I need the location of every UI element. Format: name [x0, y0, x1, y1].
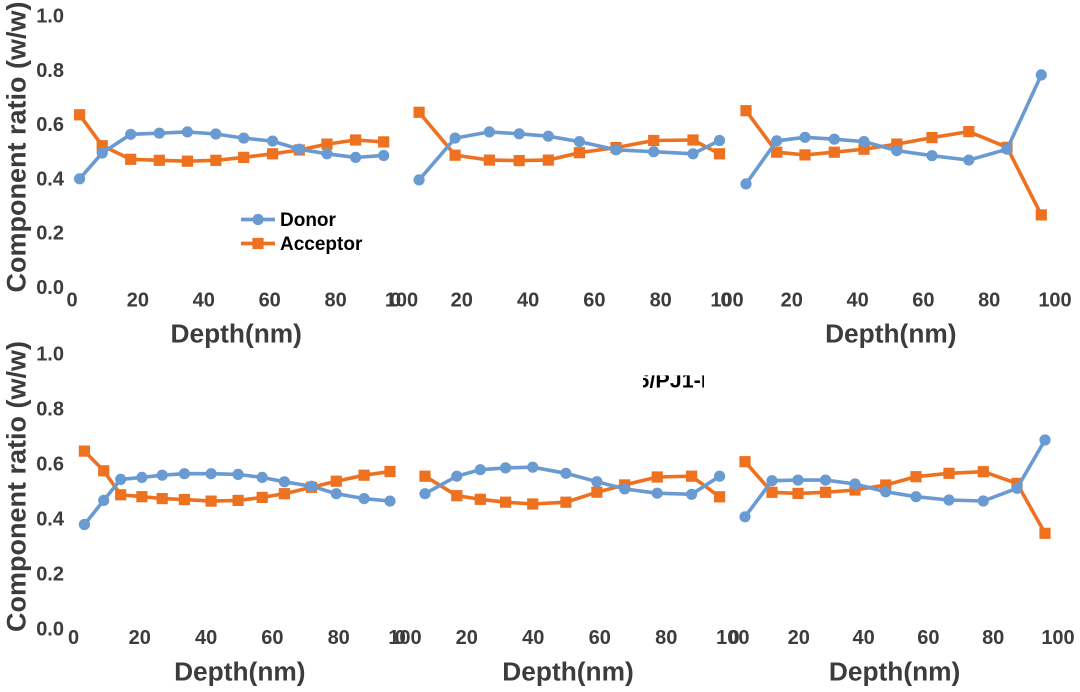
svg-text:60: 60 — [261, 627, 283, 649]
svg-text:80: 80 — [324, 289, 346, 311]
svg-text:0.6: 0.6 — [36, 453, 64, 475]
svg-text:20: 20 — [127, 289, 149, 311]
svg-text:20: 20 — [781, 289, 803, 311]
svg-text:0.4: 0.4 — [36, 168, 65, 190]
svg-text:0: 0 — [390, 289, 401, 311]
svg-text:Depth(nm): Depth(nm) — [825, 318, 956, 348]
svg-text:80: 80 — [655, 627, 677, 649]
svg-text:40: 40 — [193, 289, 215, 311]
svg-text:0: 0 — [68, 627, 79, 649]
svg-text:40: 40 — [522, 627, 544, 649]
svg-text:0: 0 — [395, 627, 406, 649]
svg-text:60: 60 — [917, 627, 939, 649]
svg-text:60: 60 — [583, 289, 605, 311]
svg-text:40: 40 — [195, 627, 217, 649]
svg-text:0.8: 0.8 — [36, 60, 64, 82]
svg-text:Depth(nm): Depth(nm) — [829, 657, 960, 687]
svg-text:20: 20 — [456, 627, 478, 649]
svg-text:20: 20 — [451, 289, 473, 311]
svg-text:80: 80 — [650, 289, 672, 311]
svg-text:100: 100 — [1038, 289, 1071, 311]
svg-text:0: 0 — [66, 289, 77, 311]
svg-text:Depth(nm): Depth(nm) — [170, 318, 301, 348]
svg-text:0: 0 — [720, 289, 731, 311]
svg-text:60: 60 — [259, 289, 281, 311]
svg-text:Component ratio (w/w): Component ratio (w/w) — [1, 341, 31, 632]
svg-text:40: 40 — [517, 289, 539, 311]
svg-text:0: 0 — [728, 627, 739, 649]
svg-text:20: 20 — [129, 627, 151, 649]
svg-text:60: 60 — [589, 627, 611, 649]
svg-text:Depth(nm): Depth(nm) — [502, 657, 633, 687]
svg-text:80: 80 — [982, 627, 1004, 649]
svg-text:0.8: 0.8 — [36, 398, 64, 420]
svg-text:0.0: 0.0 — [36, 619, 64, 641]
svg-text:60: 60 — [912, 289, 934, 311]
svg-text:1.0: 1.0 — [36, 6, 64, 28]
svg-text:100: 100 — [388, 627, 421, 649]
svg-text:40: 40 — [846, 289, 868, 311]
svg-text:Acceptor: Acceptor — [280, 234, 363, 255]
svg-text:6/PJ1-F: 6/PJ1-F — [638, 369, 714, 393]
svg-text:0.4: 0.4 — [36, 509, 65, 531]
svg-text:Depth(nm): Depth(nm) — [174, 657, 305, 687]
svg-text:Donor: Donor — [280, 210, 337, 231]
svg-text:80: 80 — [978, 289, 1000, 311]
svg-text:40: 40 — [852, 627, 874, 649]
svg-text:Component ratio (w/w): Component ratio (w/w) — [1, 2, 31, 293]
svg-text:0.0: 0.0 — [36, 277, 64, 299]
svg-text:100: 100 — [710, 289, 743, 311]
svg-text:1.0: 1.0 — [36, 343, 64, 365]
svg-text:100: 100 — [716, 627, 749, 649]
svg-text:100: 100 — [385, 289, 418, 311]
svg-text:20: 20 — [788, 627, 810, 649]
svg-text:80: 80 — [328, 627, 350, 649]
svg-text:100: 100 — [1041, 627, 1074, 649]
svg-text:0.6: 0.6 — [36, 114, 64, 136]
svg-text:0.2: 0.2 — [36, 564, 64, 586]
svg-text:0.2: 0.2 — [36, 223, 64, 245]
